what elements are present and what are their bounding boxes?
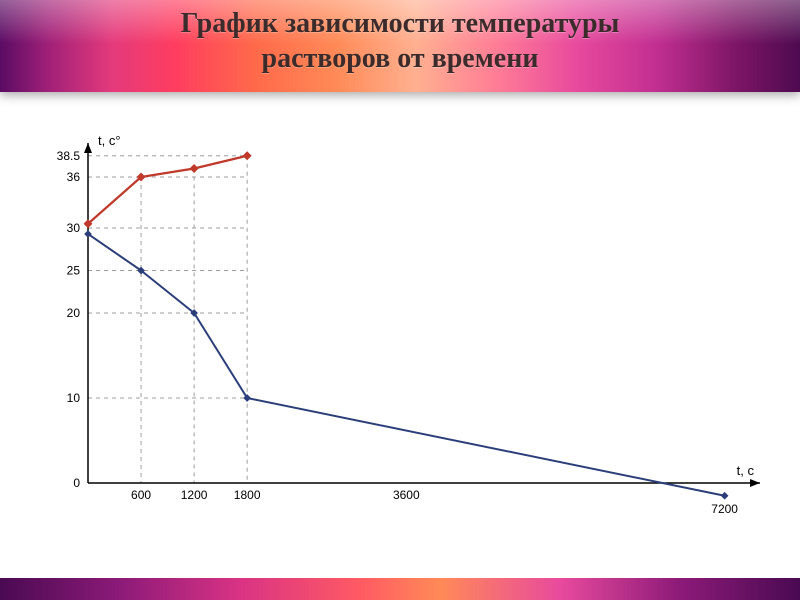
svg-text:7200: 7200 <box>711 502 738 516</box>
svg-text:0: 0 <box>73 476 80 490</box>
svg-text:t, c: t, c <box>737 463 755 478</box>
svg-text:1800: 1800 <box>234 488 261 502</box>
svg-text:36: 36 <box>67 170 81 184</box>
title-line-2: растворов от времени <box>262 43 539 74</box>
svg-text:25: 25 <box>67 264 81 278</box>
svg-text:20: 20 <box>67 306 81 320</box>
chart-svg: 600 1200 1800 3600 7200 0 10 20 25 30 36 38.5 t, c° t… <box>10 125 790 555</box>
svg-text:1200: 1200 <box>181 488 208 502</box>
svg-text:30: 30 <box>67 221 81 235</box>
footer-band <box>0 578 800 600</box>
svg-text:38.5: 38.5 <box>57 149 81 163</box>
svg-text:3600: 3600 <box>393 488 420 502</box>
title-line-1: График зависимости температуры <box>181 8 620 39</box>
svg-text:10: 10 <box>67 391 81 405</box>
chart: 600 1200 1800 3600 7200 0 10 20 25 30 36 38.5 t, c° t… <box>10 125 790 555</box>
svg-text:600: 600 <box>131 488 151 502</box>
page-title: График зависимости температуры растворов… <box>0 6 800 76</box>
svg-text:t, c°: t, c° <box>98 133 121 148</box>
